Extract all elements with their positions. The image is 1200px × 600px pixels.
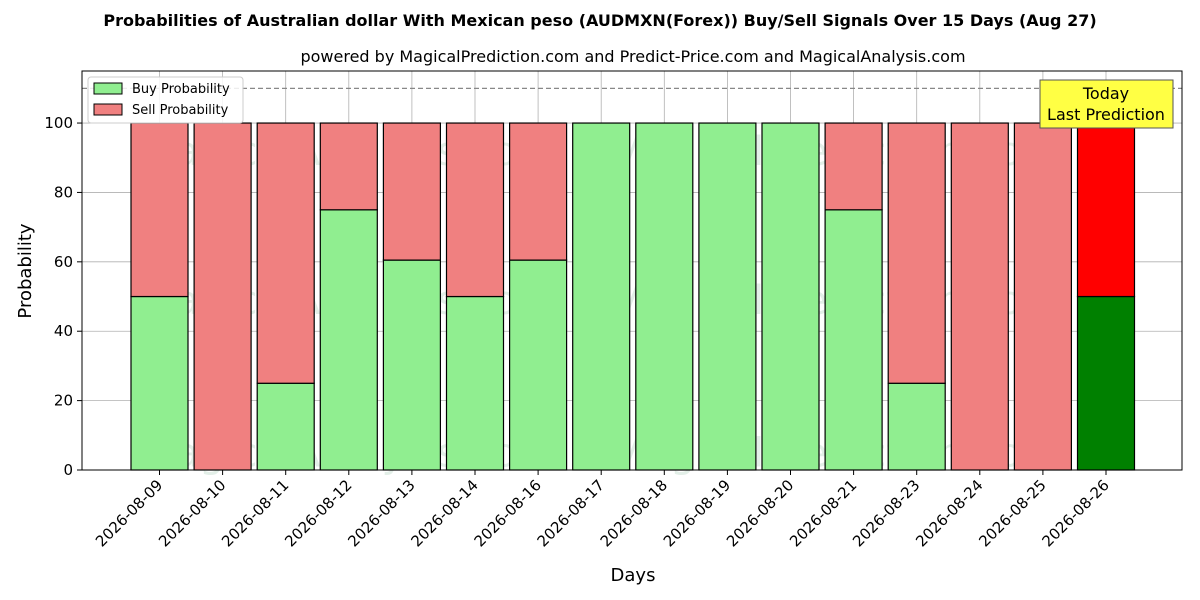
x-tick-label: 2026-08-14 (407, 476, 481, 550)
y-axis-ticks: 0 20 40 60 80 100 (44, 114, 82, 479)
y-tick-label: 20 (54, 392, 73, 410)
bar-buy (509, 259, 568, 471)
today-annotation: Today Last Prediction (1039, 79, 1174, 129)
bar-buy (445, 295, 505, 471)
bar-sell (445, 122, 505, 298)
legend-swatch-sell (93, 103, 123, 116)
annotation-line-1: Today (1082, 84, 1129, 103)
x-tick-label: 2026-08-16 (471, 476, 545, 550)
x-axis-ticks: 2026-08-092026-08-102026-08-112026-08-12… (92, 470, 1113, 550)
bar-sell (382, 122, 441, 261)
x-tick-label: 2026-08-23 (849, 476, 923, 550)
chart-subtitle: powered by MagicalPrediction.com and Pre… (300, 47, 965, 66)
bar-sell (1013, 122, 1073, 471)
chart-title: Probabilities of Australian dollar With … (103, 11, 1096, 30)
x-tick-label: 2026-08-17 (534, 476, 608, 550)
x-tick-label: 2026-08-13 (344, 476, 418, 550)
x-tick-label: 2026-08-11 (218, 476, 292, 550)
bar-buy (256, 382, 315, 471)
bar-sell (824, 122, 883, 211)
bar-buy (319, 209, 378, 471)
bar-buy (824, 209, 883, 471)
annotation-line-2: Last Prediction (1047, 105, 1165, 124)
bar-sell (319, 122, 378, 211)
x-tick-label: 2026-08-09 (92, 476, 166, 550)
y-tick-label: 60 (54, 253, 73, 271)
legend-box (87, 76, 244, 124)
bar-buy (698, 122, 757, 471)
x-tick-label: 2026-08-12 (281, 476, 355, 550)
bar-buy (1076, 295, 1136, 471)
bar-sell (887, 122, 946, 384)
y-tick-label: 100 (44, 114, 73, 132)
x-axis-label: Days (611, 565, 656, 586)
y-axis-label: Probability (15, 223, 36, 318)
legend-label-sell: Sell Probability (132, 103, 229, 118)
x-tick-label: 2026-08-25 (975, 476, 1049, 550)
annotation-box (1039, 79, 1174, 129)
plot-frame (81, 70, 1183, 471)
bar-buy (635, 122, 694, 471)
legend-swatch-buy (93, 82, 123, 95)
bar-sell (130, 122, 189, 298)
bar-sell (1076, 122, 1136, 298)
bar-buy (761, 122, 820, 471)
x-tick-label: 2026-08-19 (660, 476, 734, 550)
x-tick-label: 2026-08-20 (723, 476, 797, 550)
y-tick-label: 80 (54, 183, 73, 201)
bar-buy (887, 382, 946, 471)
bar-sell (256, 122, 315, 384)
bar-buy (130, 295, 189, 471)
legend: Buy Probability Sell Probability (87, 76, 244, 124)
y-tick-label: 0 (63, 461, 73, 479)
x-tick-label: 2026-08-24 (912, 476, 986, 550)
bar-buy (572, 122, 631, 471)
bar-buy (382, 259, 441, 471)
bar-sell (950, 122, 1009, 471)
bar-sell (193, 122, 252, 471)
legend-label-buy: Buy Probability (132, 82, 230, 97)
bars (130, 122, 1136, 471)
x-tick-label: 2026-08-26 (1038, 476, 1112, 550)
x-tick-label: 2026-08-18 (597, 476, 671, 550)
y-tick-label: 40 (54, 322, 73, 340)
bar-sell (509, 122, 568, 261)
x-tick-label: 2026-08-10 (155, 476, 229, 550)
x-tick-label: 2026-08-21 (786, 476, 860, 550)
